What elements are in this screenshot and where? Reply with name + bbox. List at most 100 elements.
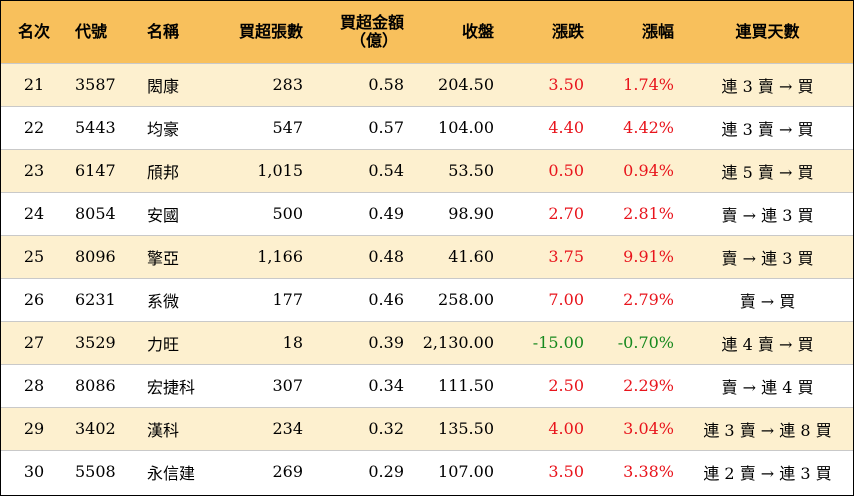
cell-name: 系微	[147, 291, 180, 311]
cell-change: 3.75	[548, 247, 584, 266]
cell-close: 2,130.00	[422, 333, 494, 352]
table-row: 23 6147 頎邦 1,015 0.54 53.50 0.50 0.94% 連…	[1, 149, 853, 192]
cell-rank: 29	[23, 419, 45, 438]
cell-lots: 269	[272, 462, 303, 482]
cell-amount: 0.54	[368, 161, 404, 180]
cell-code: 8096	[75, 247, 116, 266]
cell-code: 8086	[75, 376, 116, 395]
cell-change: 3.50	[548, 75, 584, 94]
cell-name: 宏捷科	[147, 377, 196, 397]
header-net-buy-amount-line1: 買超金額	[339, 12, 404, 32]
header-net-buy-amount[interactable]: 買超金額 （億）	[311, 1, 412, 63]
header-row: 名次 代號 名稱 買超張數 買超金額 （億） 收盤 漲跌 漲幅 連買天數	[1, 1, 853, 63]
cell-close: 98.90	[448, 204, 494, 223]
cell-consecutive-days: 賣 → 連 3 買	[721, 248, 814, 268]
cell-name: 閎康	[147, 76, 180, 96]
cell-close: 53.50	[448, 161, 494, 180]
cell-name: 永信建	[147, 463, 196, 483]
header-change-pct[interactable]: 漲幅	[641, 21, 674, 41]
cell-change: 3.50	[548, 462, 584, 482]
cell-change: 2.50	[548, 376, 584, 395]
cell-change-pct: 3.38%	[623, 462, 674, 482]
cell-close: 204.50	[438, 75, 494, 94]
cell-change: 7.00	[548, 290, 584, 309]
table-body: 21 3587 閎康 283 0.58 204.50 3.50 1.74% 連 …	[1, 63, 853, 493]
cell-code: 5508	[75, 462, 116, 482]
cell-consecutive-days: 連 4 賣 → 買	[721, 334, 814, 354]
header-consecutive-days[interactable]: 連買天數	[735, 21, 800, 41]
cell-close: 111.50	[438, 376, 494, 395]
cell-consecutive-days: 連 3 賣 → 買	[721, 119, 814, 139]
table-row: 30 5508 永信建 269 0.29 107.00 3.50 3.38% 連…	[1, 450, 853, 493]
cell-code: 3587	[75, 75, 116, 94]
cell-close: 41.60	[448, 247, 494, 266]
cell-rank: 21	[23, 75, 45, 94]
header-close[interactable]: 收盤	[461, 21, 494, 41]
cell-consecutive-days: 賣 → 連 3 買	[721, 205, 814, 225]
cell-code: 8054	[75, 204, 116, 223]
cell-rank: 28	[23, 376, 45, 395]
cell-consecutive-days: 連 2 賣 → 連 3 買	[703, 463, 832, 483]
table-row: 26 6231 系微 177 0.46 258.00 7.00 2.79% 賣 …	[1, 278, 853, 321]
cell-close: 258.00	[438, 290, 494, 309]
cell-change-pct: 2.29%	[623, 376, 674, 395]
cell-consecutive-days: 連 3 賣 → 連 8 買	[703, 420, 832, 440]
cell-name: 頎邦	[147, 162, 180, 182]
header-code[interactable]: 代號	[75, 21, 108, 41]
cell-rank: 22	[23, 118, 45, 137]
cell-consecutive-days: 賣 → 連 4 買	[721, 377, 814, 397]
header-name[interactable]: 名稱	[147, 21, 180, 41]
cell-rank: 23	[23, 161, 45, 180]
cell-change: 4.00	[548, 419, 584, 438]
cell-rank: 30	[23, 462, 45, 482]
cell-change: 4.40	[548, 118, 584, 137]
cell-change-pct: 4.42%	[623, 118, 674, 137]
cell-amount: 0.57	[368, 118, 404, 137]
cell-rank: 27	[23, 333, 45, 352]
cell-code: 3529	[75, 333, 116, 352]
cell-consecutive-days: 賣 → 買	[739, 291, 796, 311]
cell-consecutive-days: 連 5 賣 → 買	[721, 162, 814, 182]
table-row: 29 3402 漢科 234 0.32 135.50 4.00 3.04% 連 …	[1, 407, 853, 450]
cell-lots: 18	[282, 333, 303, 352]
cell-change-pct: 3.04%	[623, 419, 674, 438]
cell-change-pct: 2.81%	[623, 204, 674, 223]
cell-lots: 547	[272, 118, 303, 137]
table-row: 27 3529 力旺 18 0.39 2,130.00 -15.00 -0.70…	[1, 321, 853, 364]
cell-change-pct: 2.79%	[623, 290, 674, 309]
cell-change-pct: 1.74%	[623, 75, 674, 94]
cell-close: 104.00	[438, 118, 494, 137]
cell-change-pct: -0.70%	[617, 333, 674, 352]
cell-rank: 24	[23, 204, 45, 223]
header-rank[interactable]: 名次	[17, 21, 50, 41]
cell-consecutive-days: 連 3 賣 → 買	[721, 76, 814, 96]
cell-amount: 0.34	[368, 376, 404, 395]
cell-amount: 0.29	[368, 462, 404, 482]
cell-change: -15.00	[532, 333, 584, 352]
cell-lots: 177	[272, 290, 303, 309]
cell-amount: 0.48	[368, 247, 404, 266]
cell-lots: 1,015	[257, 161, 303, 180]
header-change[interactable]: 漲跌	[551, 21, 584, 41]
cell-close: 107.00	[438, 462, 494, 482]
cell-lots: 500	[272, 204, 303, 223]
cell-name: 漢科	[147, 420, 180, 440]
cell-close: 135.50	[438, 419, 494, 438]
cell-amount: 0.49	[368, 204, 404, 223]
cell-change-pct: 0.94%	[623, 161, 674, 180]
cell-lots: 307	[272, 376, 303, 395]
table-row: 25 8096 擎亞 1,166 0.48 41.60 3.75 9.91% 賣…	[1, 235, 853, 278]
table-row: 21 3587 閎康 283 0.58 204.50 3.50 1.74% 連 …	[1, 63, 853, 106]
cell-name: 擎亞	[147, 248, 180, 268]
cell-amount: 0.32	[368, 419, 404, 438]
cell-amount: 0.39	[368, 333, 404, 352]
cell-name: 均豪	[147, 119, 180, 139]
table-row: 22 5443 均豪 547 0.57 104.00 4.40 4.42% 連 …	[1, 106, 853, 149]
cell-rank: 25	[23, 247, 45, 266]
header-net-buy-lots[interactable]: 買超張數	[238, 21, 303, 41]
cell-lots: 1,166	[257, 247, 303, 266]
cell-change-pct: 9.91%	[623, 247, 674, 266]
cell-name: 力旺	[147, 334, 180, 354]
